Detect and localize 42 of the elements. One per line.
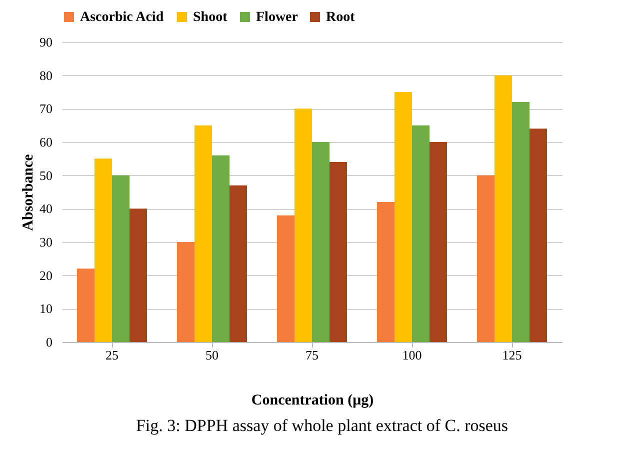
bar: [177, 242, 194, 342]
bar: [330, 162, 347, 342]
y-axis-title: Absorbance: [20, 154, 36, 231]
x-axis-title: Concentration (μg): [251, 392, 374, 408]
bar: [230, 185, 247, 342]
bar: [77, 268, 94, 342]
bar: [294, 108, 312, 342]
y-tick-label: 70: [40, 101, 52, 116]
y-tick-label: 60: [40, 134, 52, 150]
bar: [430, 142, 447, 342]
bar: [530, 128, 547, 342]
bar: [194, 125, 212, 342]
bar: [277, 215, 294, 342]
x-tick-label: 50: [206, 348, 218, 362]
y-tick-label: 40: [40, 201, 52, 216]
y-tick-label: 0: [46, 334, 52, 350]
bar: [212, 155, 230, 342]
x-tick-label: 125: [502, 348, 522, 362]
y-tick-label: 20: [40, 268, 52, 283]
x-tick-label: 75: [306, 348, 318, 362]
caption: Fig. 3: DPPH assay of whole plant extract of C. roseus: [134, 416, 510, 436]
bar: [312, 142, 330, 342]
x-tick-label: 25: [106, 348, 118, 362]
legend-label: Shoot: [193, 10, 228, 25]
y-tick-label: 10: [40, 301, 52, 316]
bar: [394, 92, 412, 342]
bar: [130, 208, 147, 342]
bar: [494, 75, 512, 342]
bar: [377, 202, 394, 342]
legend-label: Ascorbic Acid: [80, 10, 164, 25]
y-tick-label: 50: [40, 168, 52, 183]
bar: [512, 102, 530, 342]
bar: [412, 125, 430, 342]
y-tick-label: 90: [40, 34, 52, 50]
y-tick-label: 30: [40, 234, 52, 250]
bar: [94, 158, 112, 342]
y-tick-label: 80: [40, 68, 52, 83]
x-tick-label: 100: [402, 348, 422, 362]
legend-label: Root: [326, 10, 356, 25]
bar: [112, 175, 130, 342]
legend-label: Flower: [256, 10, 298, 25]
bar: [477, 175, 494, 342]
